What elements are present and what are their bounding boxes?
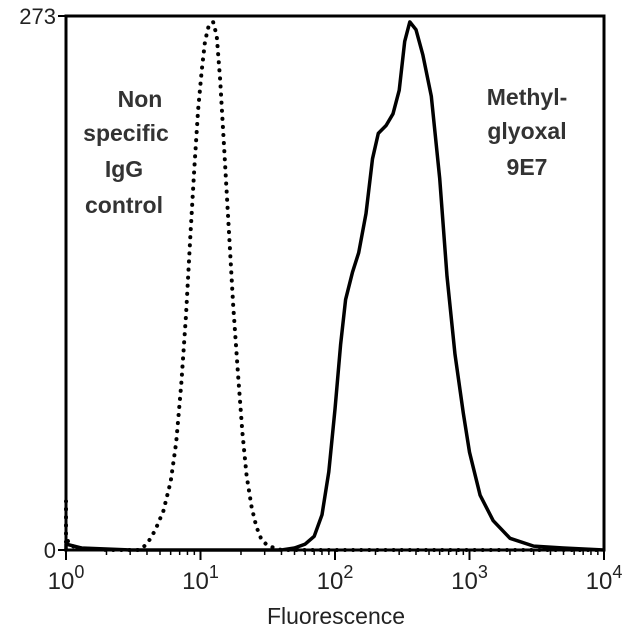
antibody-annotation-line-2: glyoxal (487, 118, 566, 144)
y-tick-label: 0 (44, 538, 56, 563)
x-tick-label: 102 (317, 562, 354, 595)
control-annotation-line-4: control (85, 192, 163, 218)
control-annotation-line-3: IgG (105, 156, 143, 182)
antibody-annotation-line-1: Methyl- (487, 84, 568, 110)
x-tick-label: 104 (586, 562, 623, 595)
antibody-annotation-line-3: 9E7 (507, 154, 548, 180)
control-annotation-line-1: Non (118, 86, 163, 112)
y-tick-label: 273 (19, 4, 56, 29)
antibody-series-line (64, 20, 605, 552)
control-annotation: Non specific IgG control (83, 86, 169, 218)
antibody-annotation: Methyl- glyoxal 9E7 (487, 84, 568, 180)
x-axis-ticks: 100 101 102 103 104 (48, 550, 623, 595)
x-axis-label: Fluorescence (267, 603, 405, 629)
y-axis-ticks: 0 273 (19, 4, 66, 563)
series-layer (64, 19, 606, 552)
control-annotation-line-2: specific (83, 120, 169, 146)
x-tick-label: 103 (451, 562, 488, 595)
x-tick-label: 101 (182, 562, 219, 595)
x-tick-label: 100 (48, 562, 85, 595)
